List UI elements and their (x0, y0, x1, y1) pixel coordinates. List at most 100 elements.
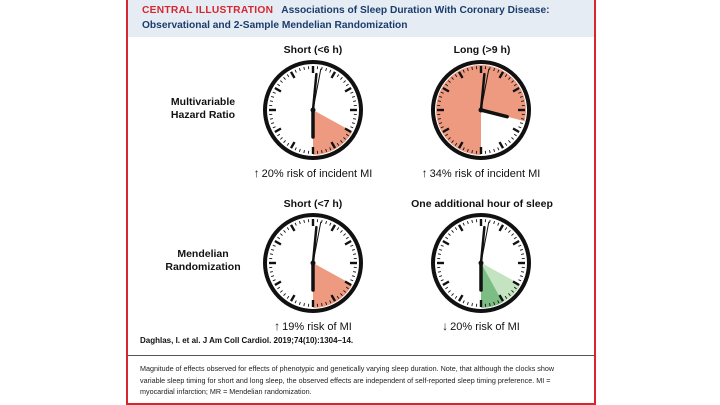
minute-tick (271, 275, 275, 278)
hour-tick (274, 127, 282, 134)
minute-tick (277, 286, 281, 290)
minute-tick (350, 91, 354, 94)
hour-tick (344, 239, 352, 246)
minute-tick (286, 142, 290, 146)
minute-tick (445, 83, 449, 87)
minute-tick (294, 147, 297, 151)
minute-tick (271, 122, 275, 125)
minute-tick (277, 236, 281, 240)
kicker: CENTRAL ILLUSTRATION (142, 5, 274, 16)
hour-tick (344, 280, 352, 287)
hour-tick (330, 224, 337, 232)
up-arrow-icon: ↑ (421, 166, 428, 180)
minute-tick (325, 148, 328, 152)
minute-tick (518, 91, 522, 94)
minute-tick (471, 219, 473, 223)
minute-tick (280, 290, 283, 293)
minute-tick (440, 91, 444, 94)
minute-tick (329, 69, 332, 73)
minute-tick (345, 83, 349, 87)
hour-tick (512, 127, 520, 134)
minute-tick (321, 150, 323, 154)
second-hand (312, 68, 322, 111)
minute-tick (298, 148, 301, 152)
caption: Magnitude of effects observed for effect… (140, 364, 555, 396)
minute-tick (466, 148, 469, 152)
minute-tick (519, 275, 523, 278)
minute-tick (303, 219, 305, 223)
minute-tick (353, 100, 357, 102)
minute-tick (511, 290, 514, 293)
minute-tick (504, 74, 508, 78)
minute-tick (340, 293, 343, 296)
minute-tick (448, 233, 451, 236)
minute-tick (493, 148, 496, 152)
minute-tick (329, 222, 332, 226)
minute-tick (519, 122, 523, 125)
minute-tick (277, 133, 281, 137)
result-text: 19% risk of MI (282, 321, 352, 333)
sleep-sector (313, 110, 353, 155)
minute-tick (454, 295, 458, 299)
added-sleep-sector (481, 263, 521, 303)
minute-tick (508, 77, 511, 80)
result-long-9h: ↑ 34% risk of incident MI (381, 166, 581, 180)
second-hand (480, 68, 490, 111)
minute-tick (351, 122, 355, 125)
minute-tick (511, 233, 514, 236)
minute-tick (513, 236, 517, 240)
row-label-line: Hazard Ratio (170, 109, 236, 121)
minute-tick (286, 74, 290, 78)
minute-tick (280, 80, 283, 83)
hour-tick (289, 224, 296, 232)
minute-tick (336, 142, 340, 146)
minute-tick (286, 295, 290, 299)
minute-tick (345, 286, 349, 290)
hour-tick (457, 71, 464, 79)
minute-tick (272, 126, 276, 129)
hour-tick (442, 239, 450, 246)
minute-tick (489, 66, 491, 70)
minute-tick (497, 147, 500, 151)
minute-tick (437, 118, 441, 120)
minute-tick (489, 150, 491, 154)
minute-tick (497, 69, 500, 73)
minute-tick (351, 95, 355, 98)
clock-center (478, 107, 484, 113)
minute-tick (454, 74, 458, 78)
row-label-line: Multivariable (170, 96, 236, 108)
result-short-6h: ↑ 20% risk of incident MI (213, 166, 413, 180)
minute-tick (294, 69, 297, 73)
minute-tick (345, 236, 349, 240)
minute-tick (508, 293, 511, 296)
minute-tick (451, 293, 454, 296)
minute-tick (340, 140, 343, 143)
minute-tick (504, 295, 508, 299)
hour-tick (344, 86, 352, 93)
minute-tick (521, 118, 525, 120)
minute-tick (350, 126, 354, 129)
hour-tick (289, 141, 296, 149)
minute-tick (343, 80, 346, 83)
hour-hand (479, 108, 509, 119)
up-arrow-icon: ↑ (253, 166, 260, 180)
panel-heading-additional-hour: One additional hour of sleep (411, 198, 553, 210)
minute-tick (521, 100, 525, 102)
minute-tick (445, 236, 449, 240)
hour-tick (457, 141, 464, 149)
minute-tick (504, 142, 508, 146)
minute-tick (508, 230, 511, 233)
clock-center (310, 260, 316, 266)
minute-tick (350, 279, 354, 282)
result-text: 20% risk of incident MI (261, 168, 373, 180)
hour-tick (344, 127, 352, 134)
minute-tick (471, 150, 473, 154)
hour-tick (457, 294, 464, 302)
second-hand (480, 221, 490, 264)
clock-short-6h (263, 60, 363, 160)
result-short-7h: ↑ 19% risk of MI (213, 319, 413, 333)
minute-tick (283, 293, 286, 296)
hour-tick (512, 239, 520, 246)
minute-tick (489, 303, 491, 307)
minute-hand (479, 72, 486, 112)
